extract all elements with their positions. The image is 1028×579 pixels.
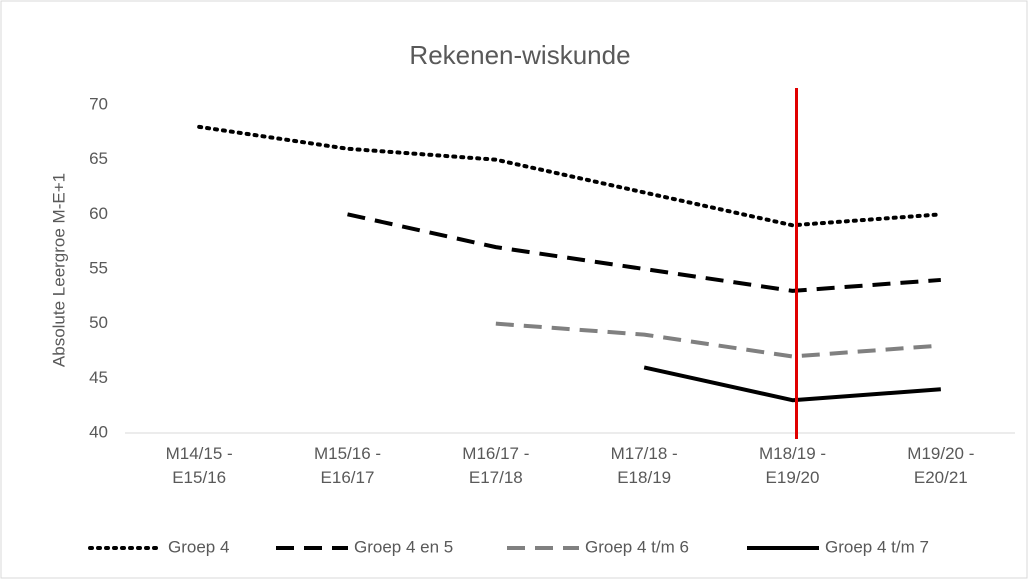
y-tick-label: 45 bbox=[89, 368, 108, 387]
y-tick-label: 40 bbox=[89, 422, 108, 441]
y-tick-label: 50 bbox=[89, 313, 108, 332]
x-tick-label: M19/20 -E20/21 bbox=[907, 444, 974, 487]
y-tick-label: 70 bbox=[89, 94, 108, 113]
x-tick-label: M14/15 -E15/16 bbox=[166, 444, 233, 487]
series-line bbox=[643, 365, 941, 403]
legend-label: Groep 4 t/m 6 bbox=[585, 537, 689, 556]
y-tick-label: 65 bbox=[89, 149, 108, 168]
y-axis-label: Absolute Leergroe M-E+1 bbox=[49, 173, 68, 367]
legend-label: Groep 4 en 5 bbox=[354, 537, 453, 556]
x-tick-label: M16/17 -E17/18 bbox=[462, 444, 529, 487]
x-tick-label: M18/19 -E19/20 bbox=[759, 444, 826, 487]
legend-label: Groep 4 t/m 7 bbox=[825, 537, 929, 556]
y-tick-label: 55 bbox=[89, 258, 108, 277]
y-tick-label: 60 bbox=[89, 204, 108, 223]
chart-title: Rekenen-wiskunde bbox=[409, 40, 630, 70]
series-line bbox=[347, 212, 941, 293]
x-tick-label: M17/18 -E18/19 bbox=[611, 444, 678, 487]
series-line bbox=[495, 321, 941, 359]
legend-label: Groep 4 bbox=[168, 537, 229, 556]
series-line bbox=[197, 124, 943, 228]
x-tick-label: M15/16 -E16/17 bbox=[314, 444, 381, 487]
